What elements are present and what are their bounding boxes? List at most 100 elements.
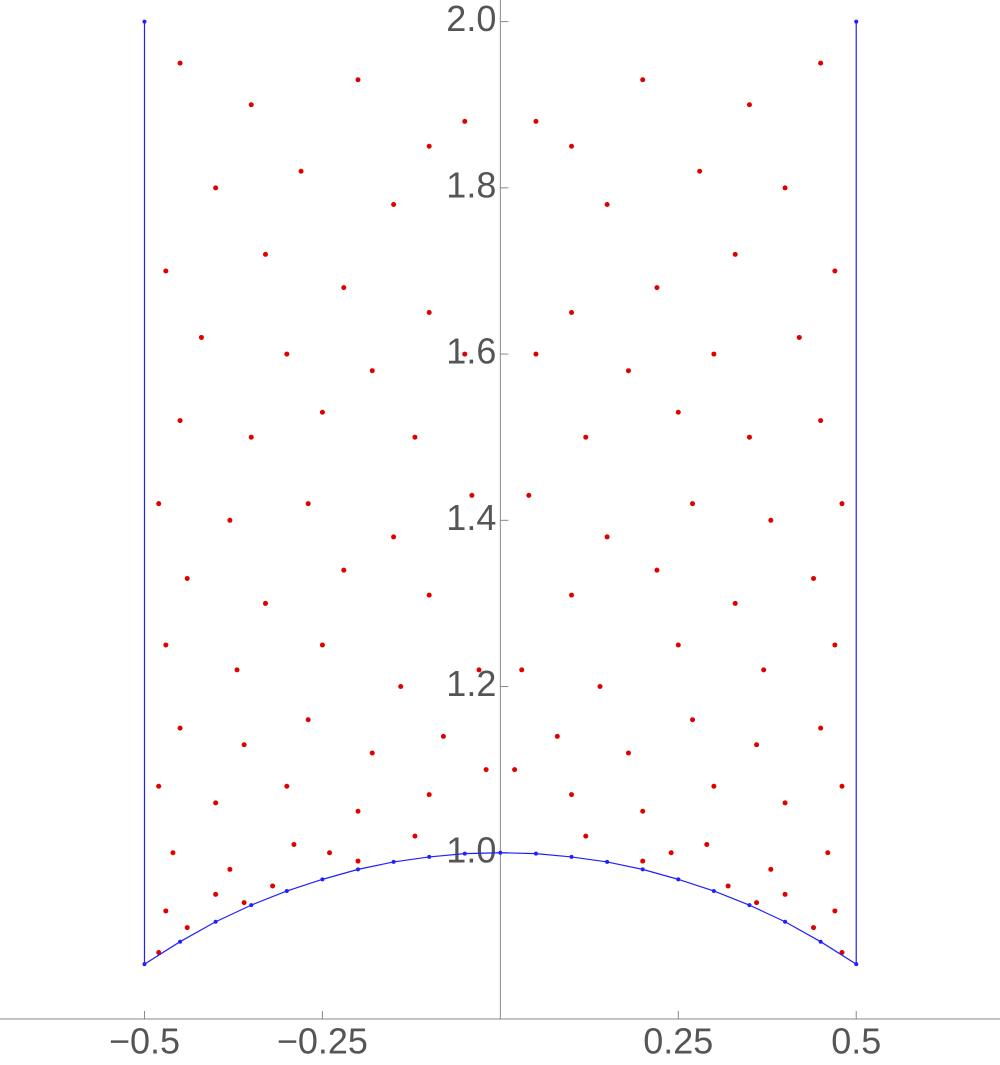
point xyxy=(476,667,482,673)
point xyxy=(391,534,397,540)
point xyxy=(305,501,311,507)
point xyxy=(462,118,468,124)
point xyxy=(782,185,788,191)
point xyxy=(754,900,760,906)
boundary-point xyxy=(818,939,823,944)
point xyxy=(213,891,219,897)
boundary-point xyxy=(142,962,147,967)
point xyxy=(690,717,696,723)
point xyxy=(156,501,162,507)
point xyxy=(569,792,575,798)
point xyxy=(654,567,660,573)
point xyxy=(526,492,532,498)
point xyxy=(440,733,446,739)
boundary-point xyxy=(462,851,467,856)
point xyxy=(355,77,361,83)
point xyxy=(369,368,375,374)
point xyxy=(597,684,603,690)
point xyxy=(426,592,432,598)
point xyxy=(184,925,190,931)
point xyxy=(227,517,233,523)
point xyxy=(319,642,325,648)
point xyxy=(782,891,788,897)
point xyxy=(469,492,475,498)
boundary-point xyxy=(142,19,147,24)
boundary-point xyxy=(498,850,503,855)
point xyxy=(270,883,276,889)
point xyxy=(398,684,404,690)
point xyxy=(533,118,539,124)
point xyxy=(704,841,710,847)
boundary-point xyxy=(356,867,361,872)
point xyxy=(811,925,817,931)
point xyxy=(725,883,731,889)
point xyxy=(625,368,631,374)
point xyxy=(690,501,696,507)
point xyxy=(512,767,518,773)
point xyxy=(391,201,397,207)
point xyxy=(839,783,845,789)
point xyxy=(732,251,738,257)
point xyxy=(533,351,539,357)
point xyxy=(818,418,824,424)
x-tick-label: −0.5 xyxy=(109,1021,180,1062)
y-tick-label: 1.8 xyxy=(446,164,496,205)
point xyxy=(177,418,183,424)
point xyxy=(412,833,418,839)
point xyxy=(227,866,233,872)
point xyxy=(604,534,610,540)
point xyxy=(177,725,183,731)
point xyxy=(177,60,183,66)
boundary-point xyxy=(213,919,218,924)
point xyxy=(583,434,589,440)
y-tick-label: 1.0 xyxy=(446,829,496,870)
point xyxy=(213,185,219,191)
point xyxy=(554,733,560,739)
point xyxy=(675,409,681,415)
point xyxy=(341,285,347,291)
point xyxy=(170,850,176,856)
point xyxy=(341,567,347,573)
point xyxy=(768,517,774,523)
point xyxy=(298,168,304,174)
point xyxy=(818,60,824,66)
point xyxy=(248,102,254,108)
point xyxy=(163,642,169,648)
point xyxy=(675,642,681,648)
point xyxy=(519,667,525,673)
point xyxy=(640,808,646,814)
point xyxy=(262,251,268,257)
x-tick-label: −0.25 xyxy=(277,1021,368,1062)
point xyxy=(811,575,817,581)
point xyxy=(291,841,297,847)
point xyxy=(305,717,311,723)
point xyxy=(654,285,660,291)
boundary-point xyxy=(640,867,645,872)
point xyxy=(163,268,169,274)
point xyxy=(732,600,738,606)
point xyxy=(412,434,418,440)
y-tick-label: 1.2 xyxy=(446,663,496,704)
point xyxy=(184,575,190,581)
x-tick-label: 0.5 xyxy=(831,1021,881,1062)
point xyxy=(832,642,838,648)
boundary-point xyxy=(605,859,610,864)
x-tick-label: 0.25 xyxy=(643,1021,713,1062)
point xyxy=(711,351,717,357)
point xyxy=(825,850,831,856)
point xyxy=(761,667,767,673)
point xyxy=(483,767,489,773)
boundary-point xyxy=(284,889,289,894)
point xyxy=(355,858,361,864)
point xyxy=(754,742,760,748)
boundary-point xyxy=(676,877,681,882)
boundary-point xyxy=(178,939,183,944)
point xyxy=(213,800,219,806)
point xyxy=(369,750,375,756)
point xyxy=(248,434,254,440)
point xyxy=(426,143,432,149)
point xyxy=(711,783,717,789)
point xyxy=(640,77,646,83)
point xyxy=(839,501,845,507)
